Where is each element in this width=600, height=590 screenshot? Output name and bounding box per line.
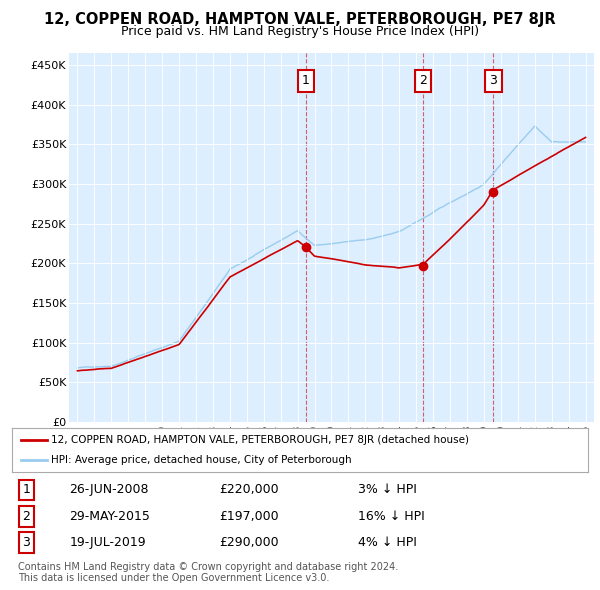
Text: 3: 3 (22, 536, 31, 549)
Text: £290,000: £290,000 (220, 536, 279, 549)
Text: £197,000: £197,000 (220, 510, 279, 523)
Text: Contains HM Land Registry data © Crown copyright and database right 2024.
This d: Contains HM Land Registry data © Crown c… (18, 562, 398, 584)
Text: 3: 3 (489, 74, 497, 87)
Text: 19-JUL-2019: 19-JUL-2019 (70, 536, 146, 549)
Text: 16% ↓ HPI: 16% ↓ HPI (358, 510, 424, 523)
Text: 2: 2 (22, 510, 31, 523)
Text: £220,000: £220,000 (220, 483, 279, 496)
Text: 12, COPPEN ROAD, HAMPTON VALE, PETERBOROUGH, PE7 8JR (detached house): 12, COPPEN ROAD, HAMPTON VALE, PETERBORO… (51, 435, 469, 445)
Text: 2: 2 (419, 74, 427, 87)
Text: 1: 1 (302, 74, 310, 87)
Text: 1: 1 (22, 483, 31, 496)
Text: 12, COPPEN ROAD, HAMPTON VALE, PETERBOROUGH, PE7 8JR: 12, COPPEN ROAD, HAMPTON VALE, PETERBORO… (44, 12, 556, 27)
Text: 29-MAY-2015: 29-MAY-2015 (70, 510, 151, 523)
Text: 26-JUN-2008: 26-JUN-2008 (70, 483, 149, 496)
Text: 4% ↓ HPI: 4% ↓ HPI (358, 536, 416, 549)
Text: HPI: Average price, detached house, City of Peterborough: HPI: Average price, detached house, City… (51, 455, 352, 465)
Text: 3% ↓ HPI: 3% ↓ HPI (358, 483, 416, 496)
Text: Price paid vs. HM Land Registry's House Price Index (HPI): Price paid vs. HM Land Registry's House … (121, 25, 479, 38)
